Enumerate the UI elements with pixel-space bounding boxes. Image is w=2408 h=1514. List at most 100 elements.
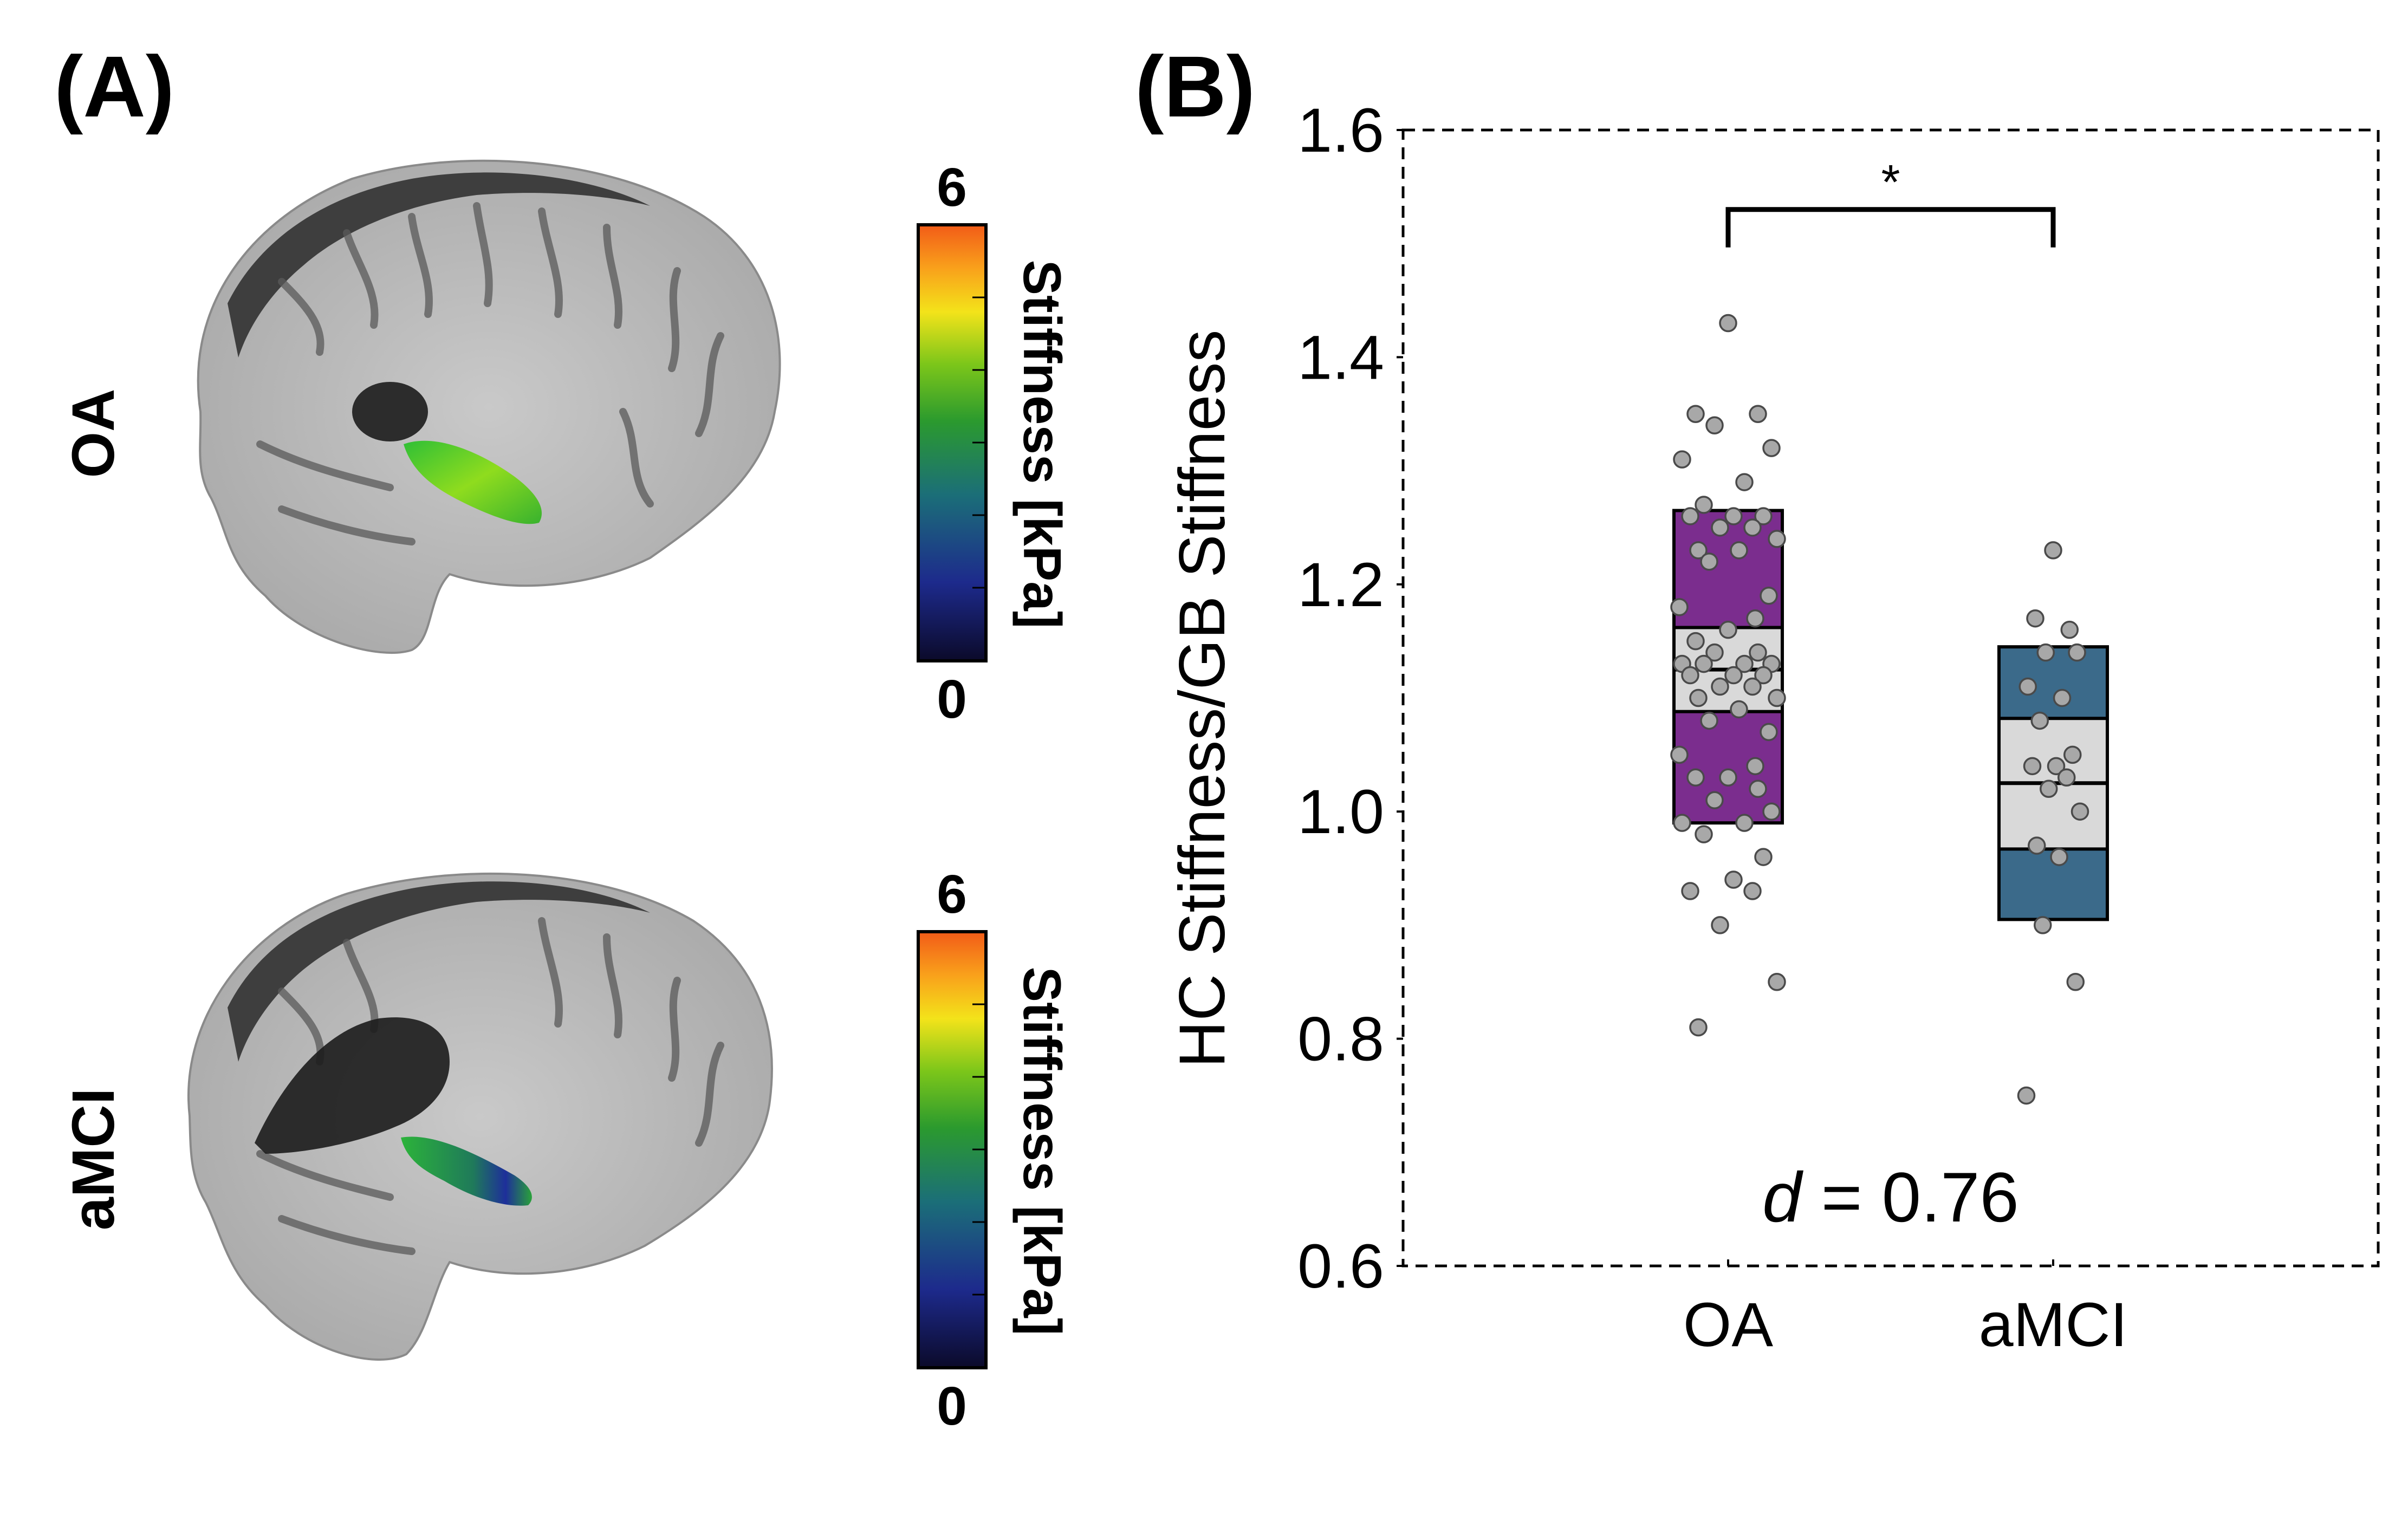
effect-size-symbol: d <box>1762 1158 1803 1237</box>
y-tick-label: 1.4 <box>1297 323 1384 392</box>
data-point <box>1681 882 1699 900</box>
data-point <box>1749 779 1767 798</box>
data-point <box>1754 848 1773 866</box>
oa-ventricle <box>352 382 428 441</box>
data-point <box>1768 530 1786 548</box>
significance-line <box>1725 207 2056 248</box>
data-point <box>1673 814 1691 832</box>
data-point <box>1743 882 1762 900</box>
data-point <box>1768 688 1786 707</box>
significance-bracket: * <box>1725 155 2056 248</box>
data-point <box>1711 677 1729 696</box>
data-point <box>2018 677 2037 696</box>
data-point <box>1689 688 1708 707</box>
data-point <box>1754 507 1773 525</box>
colorbar-amci-ticks <box>972 1003 986 1296</box>
significance-marker: * <box>1881 155 1900 210</box>
data-point <box>1673 450 1691 469</box>
data-point <box>1686 405 1705 423</box>
colorbar-oa-ticks <box>972 296 986 589</box>
data-point <box>2044 541 2062 560</box>
effect-size: d = 0.76 <box>1762 1158 2018 1237</box>
data-point <box>1735 654 1754 673</box>
data-point <box>2036 643 2055 662</box>
data-point <box>1719 620 1737 639</box>
y-tick-label: 1.2 <box>1297 550 1384 620</box>
data-point <box>1719 314 1737 333</box>
y-tick-label: 0.8 <box>1297 1005 1384 1074</box>
x-tick-label: aMCI <box>1979 1290 2128 1360</box>
data-point <box>1746 757 1764 776</box>
data-point <box>2023 757 2042 776</box>
data-point <box>2034 916 2052 934</box>
y-axis-label: HC Stiffness/GB Stiffness <box>1166 330 1238 1068</box>
x-axis-ticks: OA aMCI <box>1683 1259 2127 1360</box>
effect-size-value: = 0.76 <box>1802 1158 2019 1237</box>
data-point <box>2060 620 2079 639</box>
data-point <box>1705 791 1724 809</box>
oa-cortex-dark-rim <box>228 172 650 358</box>
y-tick-label: 0.6 <box>1297 1232 1384 1301</box>
data-point <box>1705 643 1724 662</box>
amci-sulci <box>256 917 724 1255</box>
data-point <box>1700 553 1718 571</box>
data-point <box>1762 439 1781 457</box>
panel-a-label: (A) <box>54 38 174 135</box>
data-point <box>1743 518 1762 537</box>
data-point <box>1754 666 1773 685</box>
data-point <box>1681 507 1699 525</box>
panel-b-label: (B) <box>1135 38 1255 135</box>
data-point <box>1724 666 1743 685</box>
amci-hippocampus-overlay <box>401 1136 532 1206</box>
data-point <box>1749 405 1767 423</box>
data-point <box>1746 609 1764 628</box>
plot-frame <box>1401 128 2380 1268</box>
colorbar-amci: 6 0 Stiffness [kPa] <box>917 864 1072 1437</box>
amci-ventricle <box>255 1017 450 1154</box>
y-axis-ticks: 0.6 0.8 1.0 1.2 1.4 1.6 <box>1297 96 1403 1301</box>
data-point <box>2057 768 2076 787</box>
data-point <box>1760 587 1778 605</box>
data-point <box>1768 973 1786 991</box>
colorbar-oa: 6 0 Stiffness [kPa] <box>917 157 1072 730</box>
colorbar-oa-max: 6 <box>937 157 967 218</box>
data-point <box>1695 496 1713 514</box>
data-point <box>2053 688 2072 707</box>
data-point <box>1686 632 1705 651</box>
data-point <box>1719 768 1737 787</box>
data-point <box>1735 473 1754 491</box>
data-point <box>1711 916 1729 934</box>
amci-cortex-dark-rim <box>228 881 650 1062</box>
data-point <box>2040 779 2058 798</box>
data-point <box>1730 541 1748 560</box>
data-point <box>2050 848 2068 866</box>
data-point <box>1724 507 1743 525</box>
group-amci <box>1997 541 2109 1105</box>
oa-hippocampus-overlay <box>404 440 542 524</box>
row-label-oa: OA <box>60 389 127 478</box>
colorbar-amci-title: Stiffness [kPa] <box>1012 967 1072 1336</box>
oa-brain-image <box>197 159 781 654</box>
data-point <box>1749 643 1767 662</box>
data-point <box>1730 700 1748 719</box>
box-groups <box>1670 314 2109 1105</box>
data-point <box>2030 711 2049 730</box>
data-point <box>2068 643 2086 662</box>
data-point <box>1743 677 1762 696</box>
data-point <box>1695 825 1713 843</box>
data-point <box>1762 802 1781 821</box>
data-point <box>1689 1018 1708 1037</box>
data-point <box>1670 745 1689 764</box>
data-point <box>1760 723 1778 742</box>
data-point <box>2066 973 2085 991</box>
colorbar-oa-title: Stiffness [kPa] <box>1012 260 1072 629</box>
group-oa <box>1670 314 1786 1037</box>
y-tick-label: 1.6 <box>1297 96 1384 165</box>
data-point <box>2026 609 2044 628</box>
x-tick-label: OA <box>1683 1290 1773 1360</box>
data-point <box>1705 416 1724 434</box>
data-point <box>1681 666 1699 685</box>
y-tick-label: 1.0 <box>1297 777 1384 847</box>
data-point <box>1724 870 1743 889</box>
